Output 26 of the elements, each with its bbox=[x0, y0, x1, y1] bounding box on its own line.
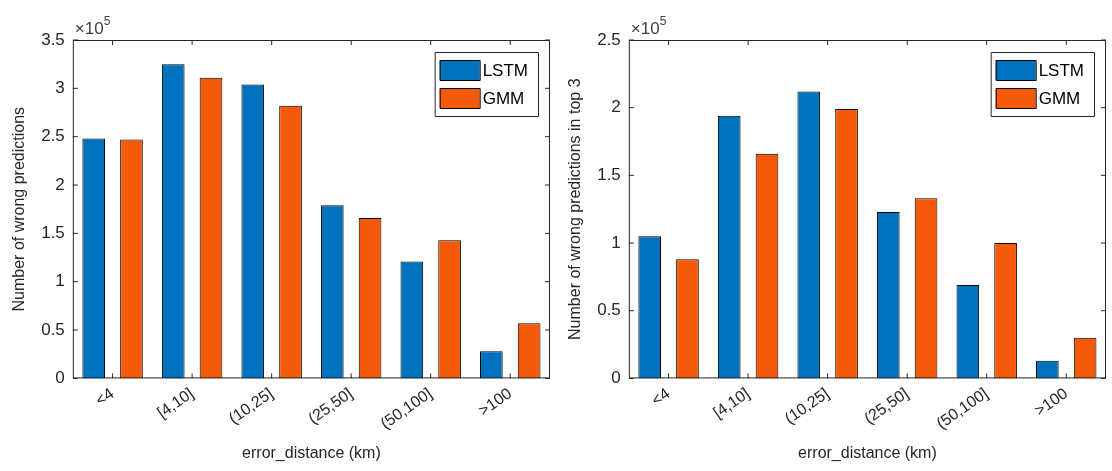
y-tick-label: 0 bbox=[611, 368, 621, 388]
legend-label: LSTM bbox=[1038, 60, 1084, 80]
y-tick-label: 2.5 bbox=[597, 29, 621, 49]
legend-label: LSTM bbox=[482, 60, 528, 80]
y-axis-title: Number of wrong predictions in top 3 bbox=[566, 78, 584, 340]
y-tick-label: 1.5 bbox=[597, 165, 621, 185]
x-tick-label: >100 bbox=[475, 384, 515, 419]
x-axis-title: error_distance (km) bbox=[242, 443, 381, 462]
y-axis-title: Number of wrong predictions bbox=[10, 106, 28, 312]
x-tick-label: <4 bbox=[92, 384, 117, 409]
y-tick-label: 1 bbox=[55, 271, 65, 291]
legend-label: GMM bbox=[1038, 88, 1081, 108]
y-tick-label: 0.5 bbox=[597, 300, 621, 320]
y-tick-label: 2 bbox=[55, 174, 65, 194]
x-axis-title: error_distance (km) bbox=[798, 443, 937, 462]
x-tick-label: <4 bbox=[648, 384, 673, 409]
y-tick-label: 0 bbox=[55, 368, 65, 388]
y-tick-label: 2 bbox=[611, 97, 621, 117]
y-tick-label: 0.5 bbox=[41, 319, 65, 339]
legend-label: GMM bbox=[482, 88, 525, 108]
y-tick-label: 3 bbox=[55, 78, 65, 98]
y-tick-label: 1 bbox=[611, 232, 621, 252]
y-tick-label: 2.5 bbox=[41, 126, 65, 146]
x-tick-label: >100 bbox=[1031, 384, 1071, 419]
y-tick-label: 3.5 bbox=[41, 29, 65, 49]
y-tick-label: 1.5 bbox=[41, 223, 65, 243]
